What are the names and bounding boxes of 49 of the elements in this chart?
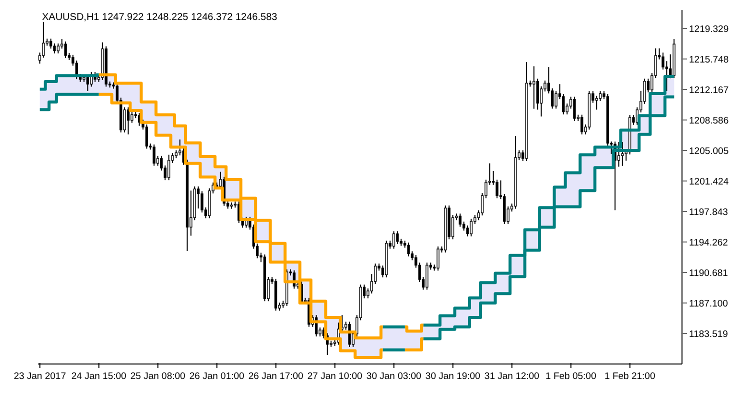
candlestick (407, 242, 410, 257)
candlestick (665, 60, 668, 92)
candlestick (598, 90, 602, 102)
candlestick (621, 142, 624, 166)
y-tick-label: 1187.100 (689, 298, 728, 310)
y-tick-label: 1205.005 (689, 146, 729, 157)
y-tick-label: 1219.329 (689, 24, 729, 35)
y-tick-label: 1197.843 (689, 206, 728, 218)
candlestick (167, 154, 170, 181)
candlestick (42, 21, 45, 58)
candlestick (562, 93, 565, 115)
y-tick-label: 1208.586 (689, 115, 729, 126)
y-tick-label: 1183.519 (689, 328, 728, 340)
candlestick (436, 246, 440, 272)
candlestick (145, 124, 148, 150)
candlestick (392, 230, 396, 250)
candlestick (466, 225, 469, 237)
candlestick (152, 144, 156, 166)
candlestick (532, 66, 536, 110)
candlestick (130, 112, 134, 124)
x-tick-label: 31 Jan 12:00 (484, 371, 540, 382)
candlestick (458, 213, 462, 228)
x-tick-label: 26 Jan 01:00 (189, 371, 244, 382)
x-tick-label: 1 Feb 21:00 (604, 371, 656, 382)
candlestick (573, 96, 576, 122)
y-tick-label: 1215.748 (689, 54, 729, 66)
candlestick (53, 42, 56, 54)
x-tick-label: 24 Jan 15:00 (71, 371, 126, 382)
x-tick-label: 30 Jan 19:00 (425, 371, 480, 382)
candlestick (426, 262, 428, 290)
candlestick (595, 95, 598, 110)
candlestick (617, 142, 620, 168)
candlestick (56, 42, 60, 54)
candlestick (49, 38, 52, 50)
y-tick-label: 1194.262 (689, 237, 728, 248)
x-tick-label: 27 Jan 10:00 (307, 371, 362, 382)
y-tick-label: 1201.424 (689, 176, 729, 188)
candlestick (470, 218, 473, 237)
x-tick-label: 30 Jan 03:00 (366, 371, 422, 382)
candlestick (580, 114, 584, 135)
x-tick-label: 25 Jan 08:00 (130, 371, 186, 382)
x-tick-label: 26 Jan 17:00 (248, 371, 304, 382)
y-tick-label: 1190.681 (689, 268, 728, 279)
x-tick-label: 23 Jan 2017 (14, 371, 66, 382)
candlestick (396, 230, 399, 244)
y-tick-label: 1212.167 (689, 84, 729, 96)
chart-title: XAUUSD,H1 1247.922 1248.225 1246.372 1246.583 (42, 12, 278, 23)
candlestick (64, 41, 67, 59)
x-tick-label: 1 Feb 05:00 (546, 371, 596, 382)
